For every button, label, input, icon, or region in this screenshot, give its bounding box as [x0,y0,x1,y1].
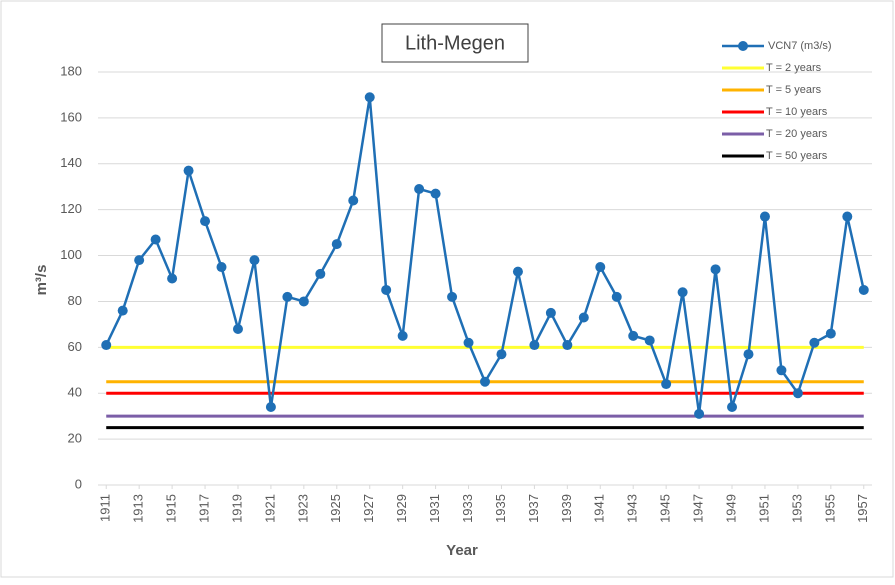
y-tick-label: 180 [60,63,82,78]
legend-label: T = 5 years [766,84,822,96]
x-tick-label: 1943 [625,494,640,523]
y-tick-label: 140 [60,155,82,170]
x-tick-label: 1957 [855,494,870,523]
chart-title: Lith-Megen [405,32,505,54]
data-point [578,312,589,323]
data-point [232,323,243,334]
x-tick-label: 1955 [822,494,837,523]
y-tick-label: 20 [68,431,82,446]
data-point [348,195,359,206]
data-point [611,291,622,302]
x-tick-label: 1935 [493,494,508,523]
data-point [447,291,458,302]
legend-label: T = 2 years [766,62,822,74]
data-point [381,284,392,295]
data-point [414,184,425,195]
data-point [265,401,276,412]
x-tick-label: 1927 [361,494,376,523]
data-point [298,296,309,307]
data-point [134,255,145,266]
data-point [743,349,754,360]
x-tick-label: 1933 [460,494,475,523]
y-tick-label: 40 [68,385,82,400]
data-point [512,266,523,277]
data-point [430,188,441,199]
data-point [249,255,260,266]
data-point [480,376,490,387]
y-axis-label: m³/s [33,265,50,296]
x-tick-label: 1939 [559,494,574,523]
data-point [842,211,853,222]
legend-label: T = 10 years [766,106,828,118]
data-point [710,264,721,275]
x-tick-label: 1941 [592,494,607,523]
data-point [545,307,556,318]
x-tick-label: 1937 [526,494,541,523]
x-tick-label: 1949 [723,494,738,523]
x-tick-label: 1953 [789,494,804,523]
data-point [397,330,408,341]
y-tick-label: 120 [60,201,82,216]
data-point [463,337,474,348]
x-tick-label: 1921 [262,494,277,523]
data-point [595,262,606,273]
x-tick-label: 1945 [658,494,673,523]
legend-label: VCN7 (m3/s) [768,40,832,52]
x-tick-label: 1951 [756,494,771,523]
data-point [282,291,293,302]
y-tick-label: 100 [60,247,82,262]
x-axis-label: Year [446,542,478,559]
x-tick-label: 1931 [427,494,442,523]
data-point [200,216,211,227]
y-tick-label: 0 [75,476,82,491]
data-point [315,268,326,279]
data-point [167,273,178,284]
data-point [562,340,573,351]
data-point [529,340,540,351]
data-point [809,337,820,348]
x-tick-label: 1947 [691,494,706,523]
data-point [776,365,787,376]
data-point [496,349,507,360]
data-point [117,305,128,316]
x-tick-label: 1929 [394,494,409,523]
title-box [381,23,529,63]
x-tick-label: 1919 [229,494,244,523]
data-point [101,340,112,351]
data-point [628,330,639,341]
x-tick-label: 1923 [295,494,310,523]
data-point [825,328,836,339]
x-tick-label: 1925 [328,494,343,523]
data-point [677,287,688,298]
data-point [858,284,869,295]
legend-label: T = 20 years [766,128,828,140]
data-point [792,388,803,399]
data-point [183,165,194,176]
data-point [661,379,672,390]
data-point [364,92,375,103]
data-point [150,234,161,245]
x-tick-label: 1913 [131,494,146,523]
x-tick-label: 1911 [98,494,113,522]
x-tick-label: 1915 [164,494,179,523]
data-point [644,335,655,346]
y-tick-label: 160 [60,109,82,124]
data-point [759,211,770,222]
data-point [331,239,342,250]
y-tick-label: 60 [68,339,82,354]
data-point [694,408,705,419]
y-tick-label: 80 [68,293,82,308]
legend-marker [738,41,748,51]
data-point [727,401,738,412]
x-tick-label: 1917 [196,494,211,523]
legend-label: T = 50 years [766,150,828,162]
data-point [216,262,227,273]
